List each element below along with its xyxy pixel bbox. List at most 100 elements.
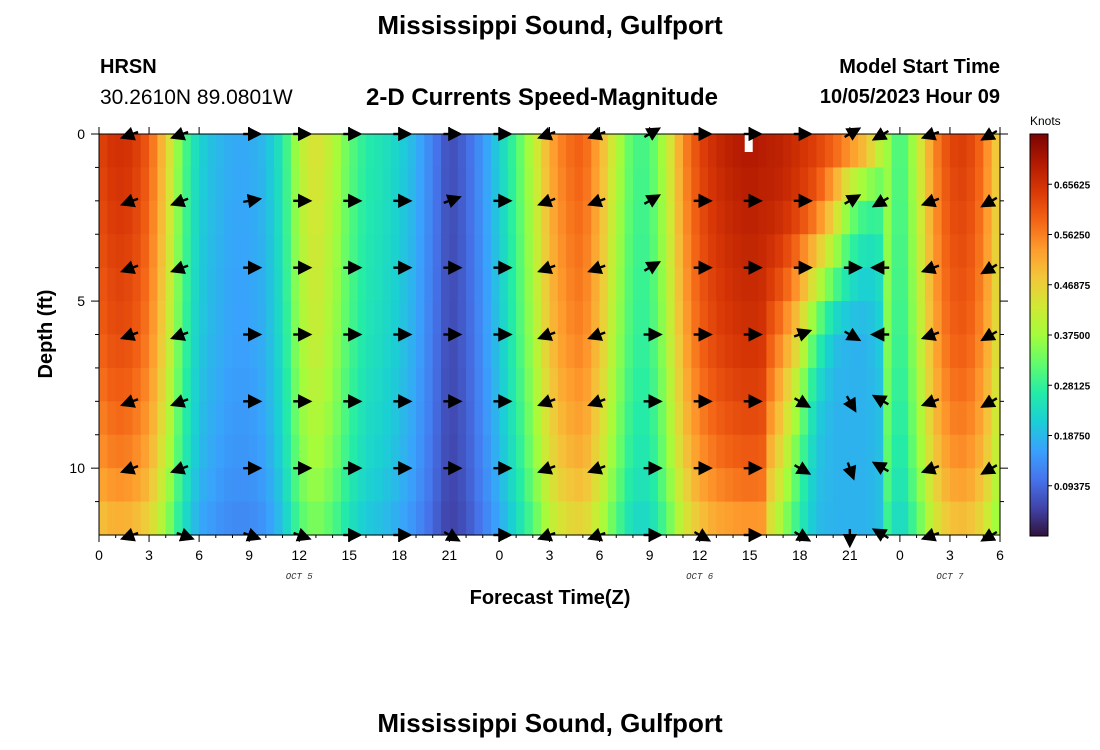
heatmap-cell xyxy=(107,501,117,536)
heatmap-cell xyxy=(699,501,709,536)
heatmap-cell xyxy=(699,200,709,235)
heatmap-cell xyxy=(541,434,551,469)
heatmap-cell xyxy=(215,501,225,536)
heatmap-cell xyxy=(816,267,826,302)
heatmap-cell xyxy=(332,267,342,302)
heatmap-cell xyxy=(257,501,267,536)
heatmap-cell xyxy=(591,134,601,169)
current-vector-arrow xyxy=(587,327,606,341)
heatmap-cell xyxy=(641,200,651,235)
heatmap-cell xyxy=(324,468,334,503)
heatmap-cell xyxy=(849,501,859,536)
x-tick-label: 0 xyxy=(496,547,504,563)
x-axis: 0 3 6 9 12 15 18 21 0 3 6 9 12 15 18 21 0 3 6 OCT 5 OCT 6 OCT… xyxy=(95,127,1004,582)
heatmap-cell xyxy=(991,468,1001,503)
heatmap-cell xyxy=(582,334,592,369)
x-tick-label: 15 xyxy=(742,547,758,563)
heatmap-cell xyxy=(991,501,1001,536)
heatmap-cell xyxy=(741,301,751,336)
heatmap-cell xyxy=(891,401,901,436)
day-label: OCT 5 xyxy=(286,572,314,582)
heatmap-cell xyxy=(491,200,501,235)
heatmap-cell xyxy=(390,234,400,269)
heatmap-cell xyxy=(749,434,759,469)
heatmap-cell xyxy=(182,234,192,269)
heatmap-cell xyxy=(207,267,217,302)
heatmap-cell xyxy=(624,468,634,503)
heatmap-cell xyxy=(899,134,909,169)
heatmap-cell xyxy=(949,267,959,302)
heatmap-cell xyxy=(791,401,801,436)
heatmap-cell xyxy=(224,401,234,436)
heatmap-cell xyxy=(349,401,359,436)
heatmap-cell xyxy=(232,401,242,436)
heatmap-cell xyxy=(557,334,567,369)
heatmap-cell xyxy=(624,334,634,369)
heatmap-cell xyxy=(632,200,642,235)
heatmap-cell xyxy=(941,501,951,536)
heatmap-cell xyxy=(924,334,934,369)
heatmap-cell xyxy=(682,401,692,436)
heatmap-cell xyxy=(691,234,701,269)
heatmap-cell xyxy=(941,134,951,169)
heatmap-cell xyxy=(874,301,884,336)
heatmap-cell xyxy=(816,334,826,369)
heatmap-cell xyxy=(983,134,993,169)
heatmap-cell xyxy=(407,301,417,336)
heatmap-cell xyxy=(416,501,425,536)
heatmap-cell xyxy=(708,134,717,169)
heatmap-cell xyxy=(674,468,684,503)
heatmap-cell xyxy=(290,367,300,402)
heatmap-cell xyxy=(282,401,292,436)
heatmap-cell xyxy=(132,501,142,536)
heatmap-cell xyxy=(966,334,976,369)
heatmap-cell xyxy=(140,367,150,402)
heatmap-cell xyxy=(474,134,484,169)
heatmap-cell xyxy=(724,501,734,536)
heatmap-cell xyxy=(507,468,517,503)
heatmap-cell xyxy=(332,468,342,503)
heatmap-cell xyxy=(616,234,626,269)
heatmap-cell xyxy=(299,334,309,369)
heatmap-cell xyxy=(674,401,684,436)
heatmap-cell xyxy=(566,434,576,469)
heatmap-cell xyxy=(858,401,868,436)
heatmap-cell xyxy=(474,234,484,269)
heatmap-cell xyxy=(641,401,651,436)
heatmap-cell xyxy=(299,267,309,302)
heatmap-cell xyxy=(699,434,709,469)
heatmap-cell xyxy=(791,267,801,302)
heatmap-cell xyxy=(874,367,884,402)
heatmap-cell xyxy=(799,401,809,436)
heatmap-cell xyxy=(549,501,559,536)
heatmap-cell xyxy=(124,301,133,336)
heatmap-cell xyxy=(165,367,175,402)
heatmap-cell xyxy=(841,134,851,169)
heatmap-cell xyxy=(174,301,184,336)
heatmap-cell xyxy=(257,334,267,369)
heatmap-cell xyxy=(474,334,484,369)
heatmap-cell xyxy=(666,501,676,536)
heatmap-cell xyxy=(607,234,617,269)
heatmap-cell xyxy=(449,401,459,436)
heatmap-cell xyxy=(799,468,809,503)
heatmap-cell xyxy=(891,334,901,369)
heatmap-cell xyxy=(149,134,158,169)
heatmap-cell xyxy=(891,367,901,402)
heatmap-cell xyxy=(816,434,826,469)
current-vector-arrow xyxy=(443,194,462,209)
heatmap-cell xyxy=(140,167,150,202)
heatmap-cell xyxy=(682,234,692,269)
heatmap-cell xyxy=(808,468,818,503)
heatmap-cell xyxy=(224,167,234,202)
heatmap-cell xyxy=(758,367,767,402)
heatmap-cell xyxy=(532,434,542,469)
heatmap-cell xyxy=(132,367,142,402)
heatmap-cell xyxy=(908,501,918,536)
heatmap-cell xyxy=(824,267,834,302)
heatmap-cell xyxy=(774,167,784,202)
heatmap-cell xyxy=(507,267,517,302)
heatmap-cell xyxy=(382,501,392,536)
heatmap-cell xyxy=(682,167,692,202)
heatmap-cell xyxy=(766,334,776,369)
